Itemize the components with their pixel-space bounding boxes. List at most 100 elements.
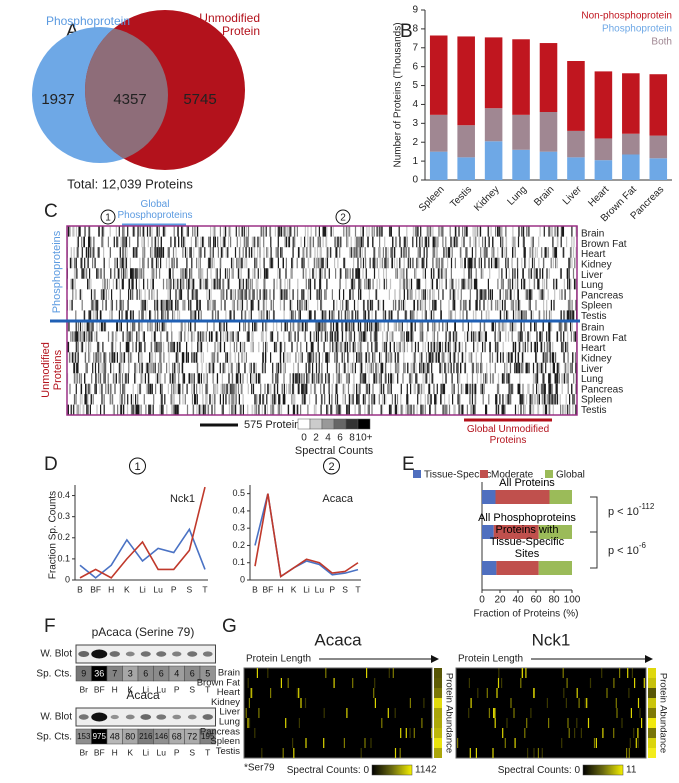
blot-band xyxy=(78,714,89,720)
row-label: Spleen xyxy=(210,736,240,747)
blot-band xyxy=(187,714,197,720)
x-tick-label: Heart xyxy=(586,184,611,209)
marker-circle xyxy=(335,209,351,225)
count-cell xyxy=(199,665,216,682)
y-tick-label: 5 xyxy=(412,80,418,91)
row-label: Brown Fat xyxy=(581,333,627,344)
group-label-box: Unmodified Proteins xyxy=(40,342,65,398)
abundance-cell xyxy=(434,698,442,708)
venn-left-label: Phosphoprotein xyxy=(46,14,130,28)
colorbar-tick-label: 2 xyxy=(313,433,319,444)
row-label: Brown Fat xyxy=(581,239,627,250)
site-texture xyxy=(469,668,645,758)
bar-segment xyxy=(484,37,503,109)
row-label: Pancreas xyxy=(200,726,240,737)
group-label: Unmodified Proteins xyxy=(40,342,65,398)
colorbar-min: 0 xyxy=(574,765,580,776)
x-tick-label: 60 xyxy=(530,595,542,606)
venn-total: Total: 12,039 Proteins xyxy=(67,176,193,191)
panel-label: D xyxy=(44,454,58,475)
panel-label: E xyxy=(402,454,415,475)
venn-count: 5745 xyxy=(183,91,216,108)
row-label: Liver xyxy=(581,270,603,281)
category-label: Proteins with Tissue-Specific Sites xyxy=(489,523,565,560)
row-label: Testis xyxy=(581,311,607,322)
category-box: Proteins with Tissue-Specific Sites xyxy=(489,523,565,560)
venn-count: 4357 xyxy=(113,91,146,108)
x-tick-label: 100 xyxy=(564,595,581,606)
count-label: 9 xyxy=(81,668,86,678)
row-label: Kidney xyxy=(581,354,612,365)
y-tick-label: 0 xyxy=(65,574,70,584)
panel-label: B xyxy=(400,21,413,42)
abundance-label: Protein Abundance xyxy=(443,673,454,753)
chart-title: Acaca xyxy=(322,493,353,505)
line-series xyxy=(79,486,206,579)
bar-segment xyxy=(482,561,497,575)
colorbar-max: 11 xyxy=(626,765,637,776)
category-label: All Phosphoproteins xyxy=(478,511,576,524)
panel-label: C xyxy=(44,201,58,222)
y-tick-label: 0.4 xyxy=(232,505,245,515)
colorbar-tick-label: 4 xyxy=(325,433,331,444)
x-tick-label: P xyxy=(329,584,335,594)
y-tick-label: 4 xyxy=(412,99,418,110)
row-label: Heart xyxy=(581,249,606,260)
row-label: Lung xyxy=(581,374,603,385)
p-value: p < 10-112 xyxy=(608,502,655,518)
x-tick-label: B xyxy=(252,584,258,594)
global-phospho-box: Global Phosphoproteins xyxy=(117,199,193,221)
x-tick-label: 40 xyxy=(512,595,524,606)
count-label: 3 xyxy=(128,668,133,678)
venn-right-label-box: Unmodified Protein xyxy=(199,12,260,38)
length-label: Protein Length xyxy=(246,654,311,665)
colorbar-label: Spectral Counts xyxy=(295,445,374,457)
bar-segment xyxy=(457,157,475,180)
x-tick-label: BF xyxy=(262,584,273,594)
p-value: p < 10-6 xyxy=(608,541,647,557)
global-phospho-label: Global Phosphoproteins xyxy=(117,199,193,221)
bar-segment xyxy=(649,74,668,136)
colorbar-min: 0 xyxy=(363,765,369,776)
colorbar-cell xyxy=(321,418,335,430)
blot-title: Acaca xyxy=(126,688,160,702)
blot-band xyxy=(109,651,120,657)
colorbar-label-text: Spectral Counts: xyxy=(287,765,364,776)
row-label: Sp. Cts. xyxy=(36,732,72,743)
count-label: 7 xyxy=(112,668,117,678)
abundance-cell xyxy=(648,708,656,718)
y-tick-label: 1 xyxy=(412,156,418,167)
y-tick-label: 0.2 xyxy=(232,540,245,550)
bar-segment xyxy=(493,525,539,539)
count-label: 36 xyxy=(94,668,104,678)
count-label: 68 xyxy=(172,731,182,741)
y-tick-label: 0.3 xyxy=(57,511,70,521)
row-label: Brain xyxy=(581,323,604,334)
count-label: 216 xyxy=(139,732,153,741)
bar-segment xyxy=(649,135,668,159)
count-label: 6 xyxy=(159,668,164,678)
y-tick-label: 0.3 xyxy=(232,523,245,533)
marker-circle xyxy=(323,457,340,475)
legend-entry: Non-phosphoprotein xyxy=(581,11,672,22)
lane-label: Br xyxy=(80,684,89,694)
x-tick-label: 80 xyxy=(548,595,560,606)
colorbar-tick-label: 8 xyxy=(349,433,355,444)
y-tick-label: 0.4 xyxy=(57,490,70,500)
line-series xyxy=(79,527,206,579)
abundance-cell xyxy=(434,748,442,758)
count-label: 975 xyxy=(93,732,107,741)
bar-segment xyxy=(538,561,572,575)
bar-segment xyxy=(622,133,640,155)
blot-band xyxy=(140,714,152,720)
x-tick-label: Spleen xyxy=(417,184,447,214)
x-tick-label: T xyxy=(202,584,207,594)
legend-swatch xyxy=(480,470,488,478)
marker: 1 xyxy=(105,213,111,224)
legend-entry: Both xyxy=(651,37,672,48)
lane-label: Li xyxy=(142,684,149,694)
lane-label: T xyxy=(205,747,210,757)
abundance-cell xyxy=(648,728,656,738)
blot-band xyxy=(110,714,119,720)
abundance-cell xyxy=(434,718,442,728)
